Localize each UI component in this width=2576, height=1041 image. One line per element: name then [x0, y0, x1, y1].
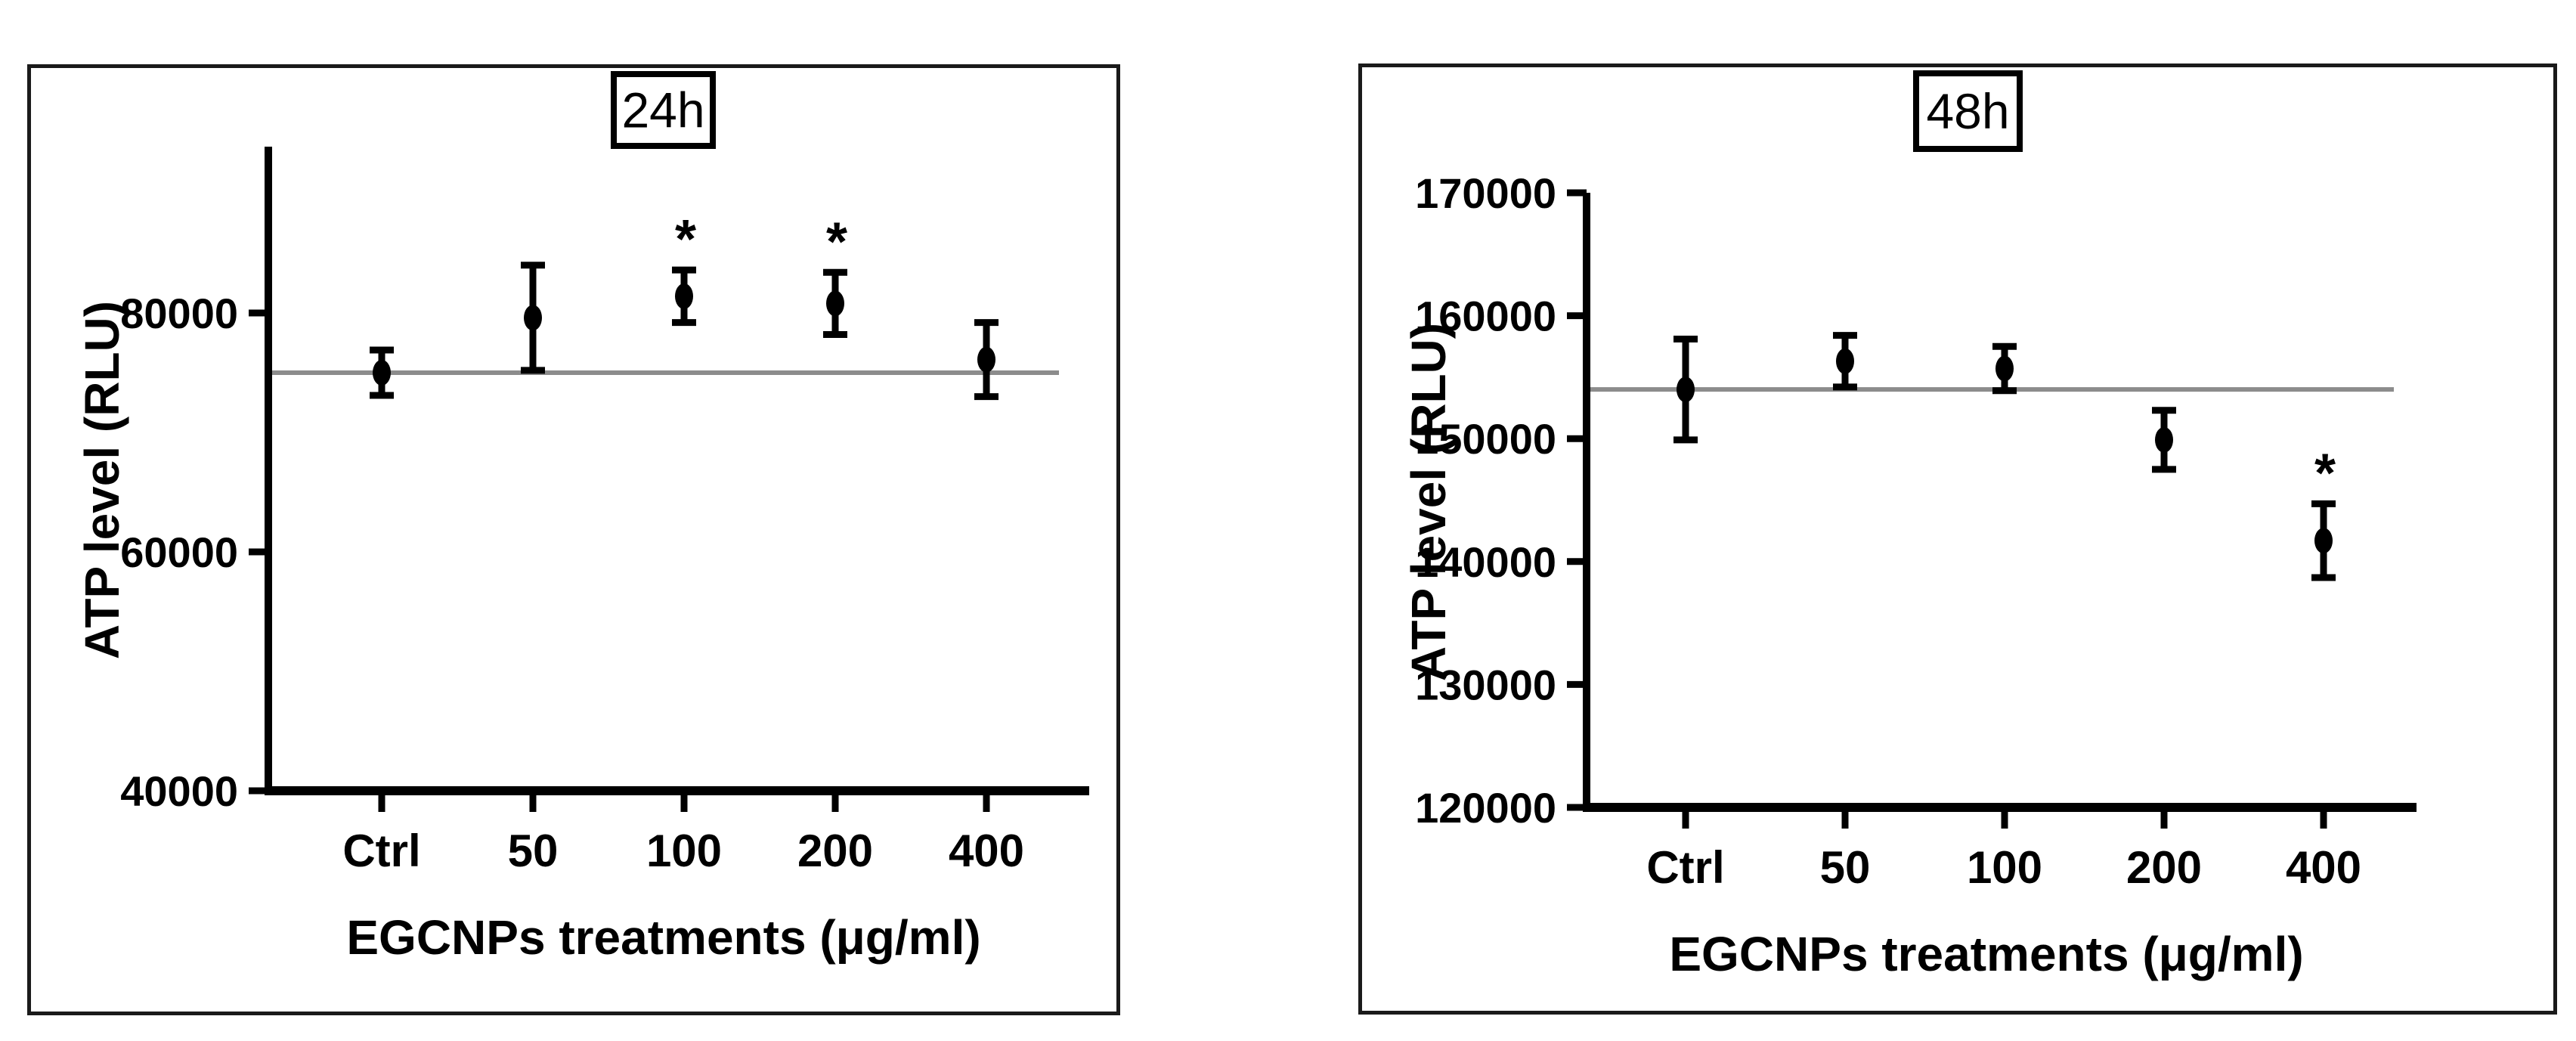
x-tick-label: 200: [797, 826, 873, 876]
panel-48h: 120000 130000 140000 150000 160000 170000 Ctrl…: [1358, 64, 2557, 1015]
panel-24h: 40000 60000 80000 Ctrl 50 100 200 400 * * ATP leve…: [27, 64, 1120, 1015]
x-axis-title: EGCNPs treatments (μg/ml): [1669, 927, 2303, 981]
x-axis-title: EGCNPs treatments (μg/ml): [346, 910, 980, 965]
mean-marker: [2314, 528, 2333, 554]
data-point-100: [1992, 342, 2017, 395]
panel-title-box: [1913, 70, 2023, 152]
y-tick-label: 150000: [1415, 415, 1556, 463]
y-tick-label: 60000: [120, 528, 238, 576]
significance-asterisk: *: [2314, 443, 2336, 503]
y-tick-label: 80000: [120, 290, 238, 337]
mean-marker: [524, 305, 542, 331]
x-tick-label: 100: [1967, 842, 2042, 893]
x-tick-label: 400: [2286, 842, 2361, 893]
mean-marker: [373, 360, 391, 386]
y-tick-label: 140000: [1415, 538, 1556, 586]
panel-title-box: [611, 71, 716, 149]
mean-marker: [1995, 355, 2014, 382]
mean-marker: [675, 283, 693, 309]
y-tick-label: 160000: [1415, 293, 1556, 340]
x-tick-label: 50: [1820, 842, 1871, 893]
data-point-50: [521, 262, 545, 374]
x-tick-label: 200: [2126, 842, 2202, 893]
x-tick-label: 100: [646, 826, 722, 876]
mean-marker: [977, 346, 995, 373]
x-tick-label: Ctrl: [1646, 842, 1724, 893]
mean-marker: [2155, 426, 2173, 453]
mean-marker: [1836, 348, 1854, 374]
y-tick-label: 170000: [1415, 169, 1556, 217]
data-point-50: [1833, 332, 1857, 391]
chart-48h: 120000 130000 140000 150000 160000 170000 Ctrl…: [1401, 70, 2417, 981]
y-tick-label: 120000: [1415, 784, 1556, 832]
chart-24h: 40000 60000 80000 Ctrl 50 100 200 400 * * ATP leve…: [75, 71, 1089, 965]
panel-title: 48h: [1926, 83, 2009, 139]
data-point-200: [2152, 407, 2176, 473]
data-point-100: *: [672, 209, 696, 327]
panel-title: 24h: [621, 82, 704, 138]
data-point-Ctrl: [1673, 335, 1698, 444]
significance-asterisk: *: [826, 212, 847, 272]
y-axis-title: ATP level (RLU): [1401, 323, 1456, 681]
y-tick-label: 40000: [120, 767, 238, 815]
y-axis-title: ATP level (RLU): [75, 301, 129, 659]
data-point-200: *: [823, 212, 847, 338]
y-tick-label: 130000: [1415, 661, 1556, 708]
x-tick-label: Ctrl: [342, 826, 420, 876]
x-tick-label: 400: [949, 826, 1024, 876]
data-point-400: *: [2311, 443, 2336, 581]
mean-marker: [1677, 376, 1695, 403]
data-point-400: [974, 319, 999, 401]
data-point-Ctrl: [370, 346, 394, 399]
x-tick-label: 50: [508, 826, 559, 876]
significance-asterisk: *: [675, 209, 696, 270]
mean-marker: [826, 290, 844, 317]
